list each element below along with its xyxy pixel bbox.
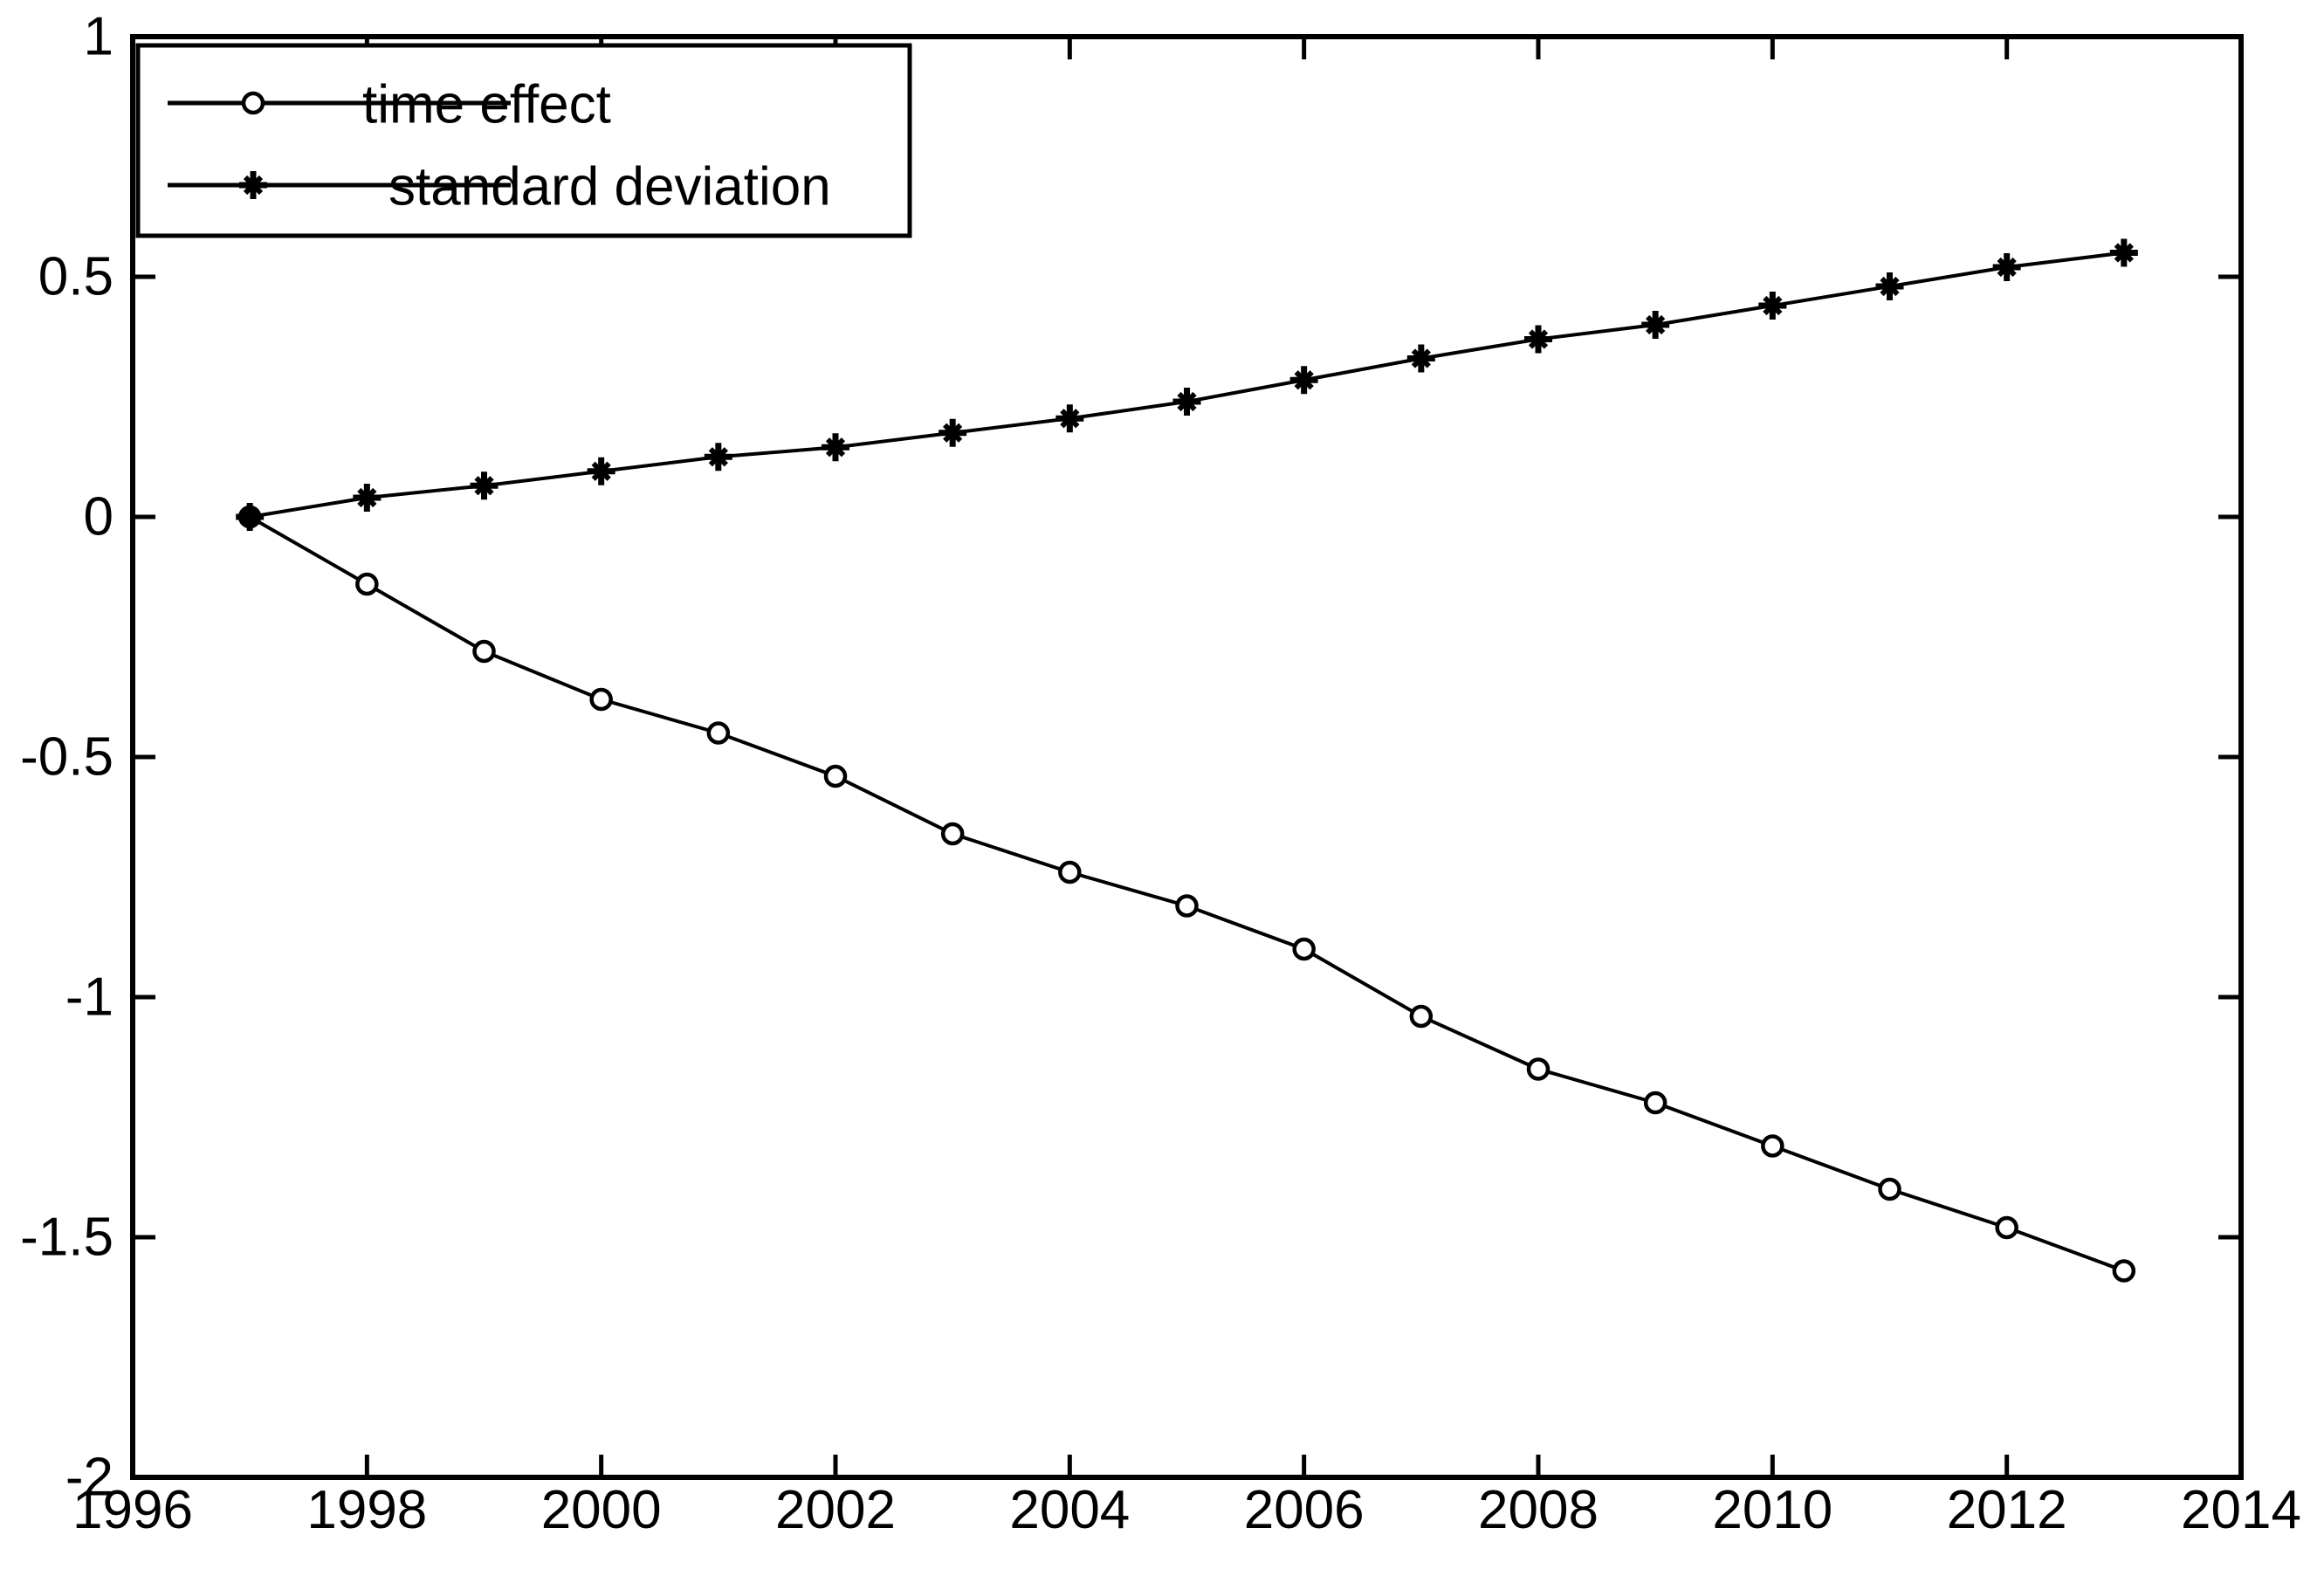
asterisk-marker-icon [1524, 325, 1552, 354]
y-tick-label: -2 [65, 1448, 113, 1508]
circle-marker-icon [1058, 860, 1082, 884]
x-tick-label: 1996 [72, 1480, 193, 1540]
asterisk-marker-icon [1992, 253, 2021, 281]
circle-marker-icon [472, 639, 496, 664]
y-tick-label: -0.5 [20, 727, 113, 788]
circle-marker-icon [1526, 1057, 1550, 1081]
asterisk-marker-icon [353, 484, 382, 512]
x-tick-label: 2002 [775, 1480, 896, 1540]
circle-marker-icon [706, 721, 731, 745]
y-tick-label: -1.5 [20, 1208, 113, 1268]
x-tick-label: 2012 [1947, 1480, 2067, 1540]
axis-ticks [130, 34, 2244, 1480]
x-tick-label: 1998 [306, 1480, 427, 1540]
circle-marker-icon [1878, 1177, 1901, 1201]
y-tick-label: 1 [84, 7, 113, 67]
legend-label-time-effect: time effect [362, 75, 611, 135]
circle-marker-icon [1761, 1134, 1784, 1158]
asterisk-marker-icon [2109, 238, 2138, 267]
y-tick-label: -1 [65, 967, 113, 1028]
y-tick-label: 0.5 [38, 247, 113, 307]
data-series [236, 238, 2138, 1283]
x-tick-label: 2006 [1244, 1480, 1365, 1540]
series-markers-time-effect [237, 505, 2136, 1283]
asterisk-marker-icon [239, 171, 267, 199]
asterisk-marker-icon [1055, 404, 1084, 433]
circle-marker-icon [823, 764, 848, 788]
asterisk-marker-icon [1641, 311, 1670, 339]
plot-border [130, 34, 2244, 1480]
circle-marker-icon [2112, 1259, 2136, 1283]
asterisk-marker-icon [470, 471, 498, 500]
series-line-standard-deviation [249, 251, 2125, 519]
circle-marker-icon [589, 687, 613, 712]
circle-marker-icon [1409, 1004, 1434, 1029]
series-line-time-effect [249, 515, 2125, 1273]
asterisk-marker-icon [1875, 272, 1904, 300]
asterisk-marker-icon [939, 418, 967, 447]
asterisk-marker-icon [587, 457, 615, 485]
asterisk-marker-icon [236, 503, 265, 531]
x-tick-label: 2004 [1009, 1480, 1130, 1540]
asterisk-marker-icon [822, 433, 849, 462]
y-tick-label: 0 [84, 487, 113, 547]
axis-tick-labels: 1996 1998 2000 2002 2004 2006 2008 2010 2012 2014… [20, 7, 2301, 1541]
asterisk-marker-icon [1172, 388, 1201, 416]
legend-box [135, 43, 912, 238]
x-tick-label: 2000 [541, 1480, 662, 1540]
series-markers-standard-deviation [236, 238, 2138, 531]
asterisk-marker-icon [239, 171, 267, 199]
circle-marker-icon [241, 91, 265, 115]
x-tick-label: 2010 [1712, 1480, 1832, 1540]
circle-marker-icon [355, 572, 379, 596]
x-tick-label: 2008 [1478, 1480, 1599, 1540]
x-tick-label: 2014 [2181, 1480, 2301, 1540]
circle-marker-icon [1995, 1215, 2018, 1240]
circle-marker-icon [1643, 1091, 1667, 1115]
circle-marker-icon [1175, 894, 1199, 918]
circle-marker-icon [241, 91, 265, 115]
circle-marker-icon [1292, 937, 1316, 961]
asterisk-marker-icon [704, 443, 732, 471]
asterisk-marker-icon [1758, 292, 1787, 320]
asterisk-marker-icon [1406, 344, 1435, 373]
legend-label-standard-deviation: standard deviation [388, 157, 831, 217]
circle-marker-icon [940, 822, 965, 846]
legend: time effect standard deviation [135, 43, 912, 238]
legend-entry-time-effect: time effect [168, 75, 611, 135]
legend-entry-standard-deviation: standard deviation [168, 157, 831, 217]
asterisk-marker-icon [1289, 366, 1318, 395]
